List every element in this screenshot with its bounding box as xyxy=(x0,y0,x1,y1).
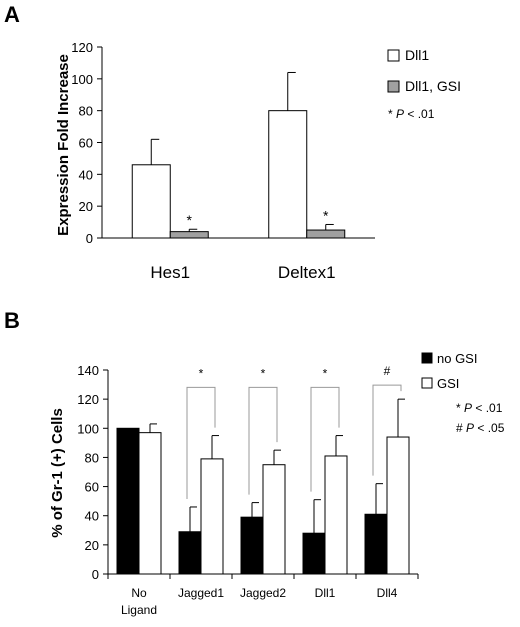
y-tick-label: 100 xyxy=(77,421,99,436)
note-p: P xyxy=(466,421,474,435)
y-tick-label: 140 xyxy=(77,363,99,378)
comparison-mark: * xyxy=(199,366,204,380)
bar-gsi xyxy=(138,432,162,575)
y-tick-label: 0 xyxy=(86,231,93,246)
note-mark: * xyxy=(388,107,396,121)
bar-no-gsi xyxy=(178,531,202,575)
bar-gsi xyxy=(262,464,286,575)
comparison-bracket xyxy=(186,386,216,499)
bar-no-gsi xyxy=(364,513,388,575)
y-tick-label: 20 xyxy=(85,538,99,553)
y-tick-label: 0 xyxy=(92,567,99,582)
y-tick-label: 100 xyxy=(71,72,93,87)
x-tick-label: Dll1 xyxy=(315,586,336,600)
legend-swatch xyxy=(421,352,433,364)
legend-note: * P < .01 xyxy=(388,107,435,121)
bar-dll1 xyxy=(268,110,308,239)
chart-b: 0 20 40 60 80 100 120 140 No Ligand Jagged1 Jagged2… xyxy=(49,351,505,617)
legend-label: Dll1 xyxy=(405,47,429,63)
y-tick-label: 120 xyxy=(71,40,93,55)
legend-swatch xyxy=(387,80,400,93)
y-tick-label: 40 xyxy=(85,509,99,524)
note-rest: < .01 xyxy=(404,107,435,121)
x-tick-label: No xyxy=(131,586,147,600)
y-tick-label: 80 xyxy=(85,450,99,465)
legend-note: * P < .01 xyxy=(456,401,503,415)
bar-gsi xyxy=(324,455,348,575)
y-tick-label: 120 xyxy=(77,392,99,407)
bar-gsi xyxy=(386,436,410,575)
x-tick-label: Jagged1 xyxy=(178,586,224,600)
panel-b-letter: B xyxy=(4,308,20,333)
y-tick-label: 60 xyxy=(79,136,93,151)
note-mark: * xyxy=(456,401,464,415)
comparison-bracket xyxy=(310,386,340,492)
significance-mark: * xyxy=(323,207,329,223)
bar-dll1 xyxy=(131,164,171,239)
x-tick-label: Jagged2 xyxy=(240,586,286,600)
note-p: P xyxy=(464,401,472,415)
note-mark: # xyxy=(456,421,466,435)
y-axis-label: % of Gr-1 (+) Cells xyxy=(49,408,66,538)
bar-no-gsi xyxy=(302,532,326,575)
legend-label: no GSI xyxy=(437,351,477,366)
x-tick-label: Hes1 xyxy=(150,263,190,282)
x-tick-label: Ligand xyxy=(121,603,157,617)
significance-mark: * xyxy=(187,212,193,228)
bar-no-gsi xyxy=(116,427,140,575)
legend-note: # P < .05 xyxy=(456,421,505,435)
y-tick-label: 60 xyxy=(85,480,99,495)
panel-a-letter: A xyxy=(4,2,20,27)
bar-gsi xyxy=(200,458,224,575)
y-tick-label: 80 xyxy=(79,104,93,119)
y-axis-label: Expression Fold Increase xyxy=(55,54,72,236)
comparison-bracket xyxy=(372,384,402,476)
comparison-mark: * xyxy=(323,366,328,380)
bar-dll1-gsi xyxy=(306,229,346,239)
y-tick-label: 40 xyxy=(79,167,93,182)
legend-swatch xyxy=(421,377,433,389)
legend-label: Dll1, GSI xyxy=(405,78,461,94)
x-tick-label: Deltex1 xyxy=(278,263,336,282)
legend-label: GSI xyxy=(437,376,459,391)
bar-dll1-gsi xyxy=(169,231,209,239)
legend-swatch xyxy=(387,49,400,62)
x-tick-label: Dll4 xyxy=(377,586,398,600)
y-tick-label: 20 xyxy=(79,199,93,214)
comparison-mark: * xyxy=(261,366,266,380)
note-rest: < .05 xyxy=(474,421,505,435)
note-p: P xyxy=(396,107,404,121)
chart-a: 0 20 40 60 80 100 120 Hes1 Deltex1 * * Expression F… xyxy=(55,40,461,282)
bar-no-gsi xyxy=(240,516,264,575)
note-rest: < .01 xyxy=(472,401,503,415)
comparison-bracket xyxy=(248,386,278,495)
comparison-mark: # xyxy=(384,364,391,378)
